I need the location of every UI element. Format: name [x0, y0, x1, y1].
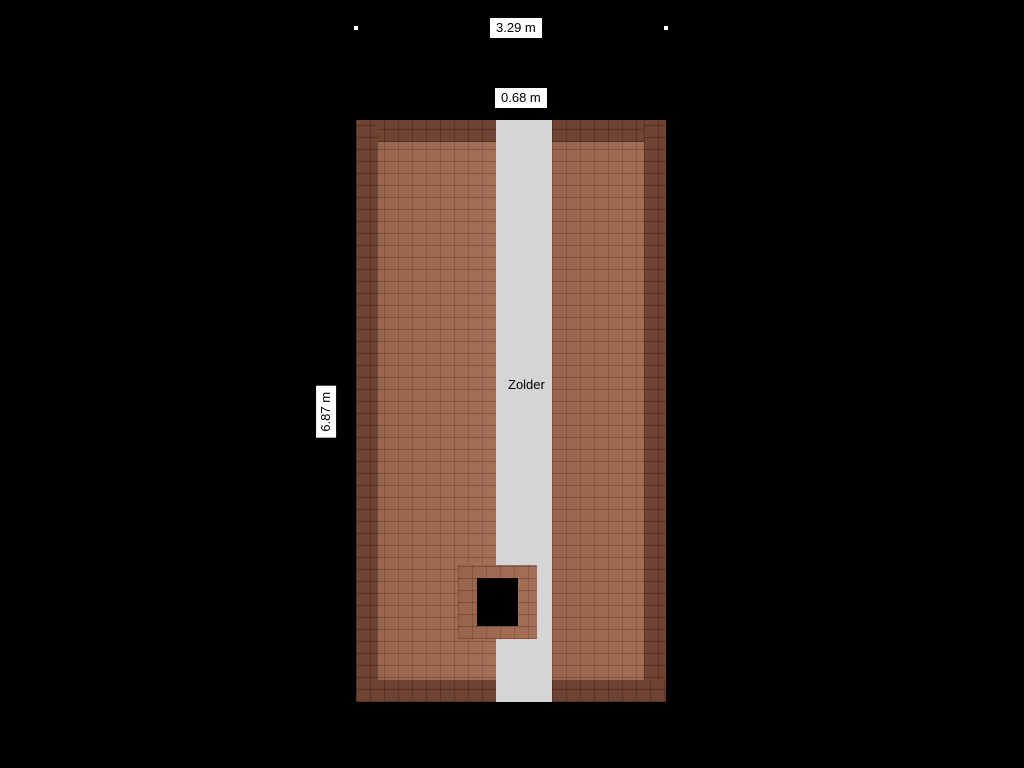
roof-left-border-left: [356, 120, 378, 702]
tick-overall-left-dot: [354, 26, 358, 30]
roof-right-border-bottom: [552, 680, 666, 702]
dim-height-overall: 6.87 m: [316, 386, 336, 438]
floorplan-canvas: Zolder 3.29 m 0.68 m 6.87 m: [0, 0, 1024, 768]
dim-width-gap: 0.68 m: [495, 88, 547, 108]
room-label-zolder: Zolder: [508, 377, 545, 392]
roof-right-border-right: [644, 120, 666, 702]
roof-left-border-bottom: [356, 680, 496, 702]
stair-opening: [477, 578, 518, 626]
dim-width-overall: 3.29 m: [490, 18, 542, 38]
tick-overall-right-dot: [664, 26, 668, 30]
